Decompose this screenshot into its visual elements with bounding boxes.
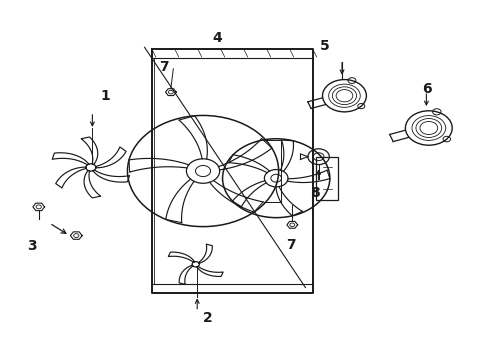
Text: 3: 3 bbox=[27, 239, 37, 253]
Text: 2: 2 bbox=[203, 311, 212, 325]
Text: 6: 6 bbox=[422, 82, 431, 95]
Bar bbox=[316, 157, 338, 200]
Text: 7: 7 bbox=[159, 60, 168, 74]
Text: 7: 7 bbox=[285, 238, 295, 252]
Text: 1: 1 bbox=[101, 89, 110, 103]
Text: 5: 5 bbox=[320, 39, 329, 53]
Text: 8: 8 bbox=[310, 185, 320, 199]
Text: 4: 4 bbox=[212, 31, 222, 45]
